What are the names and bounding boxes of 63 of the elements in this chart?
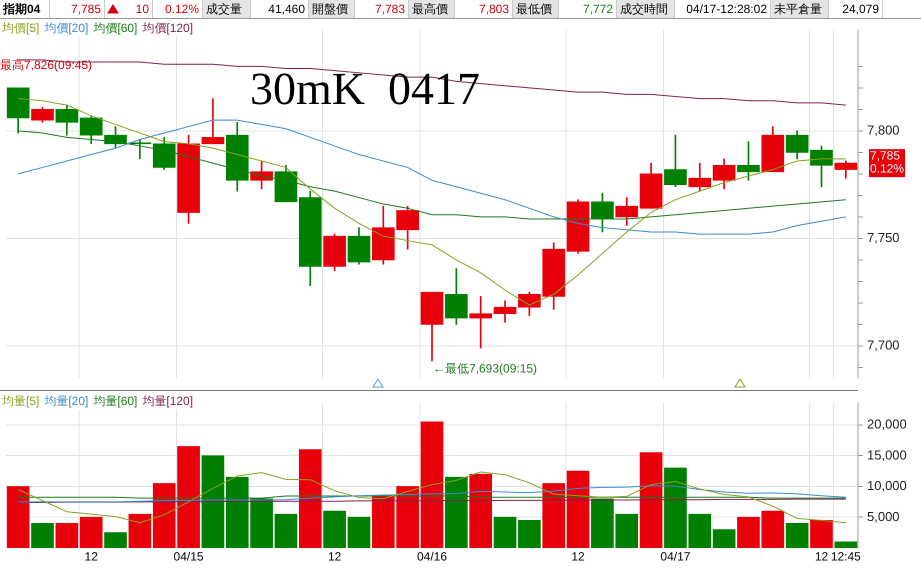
annotation: 最高7,826(09:45) [0, 58, 92, 72]
text: 04/17-12:28:02 [675, 0, 771, 18]
text: 7,772 [559, 0, 617, 18]
text: 最高價 [409, 0, 455, 18]
bar [56, 523, 78, 548]
x-tick-label: 12 [84, 550, 98, 564]
text: 均價[20] [44, 21, 88, 35]
y-tick-label: 7,800 [867, 122, 900, 138]
text: 成交時間 [617, 0, 675, 18]
x-tick-label: 12:45 [830, 550, 862, 564]
text: 7,785 0.12% [870, 148, 904, 176]
text: 最低價 [513, 0, 559, 18]
text: 7,785 [50, 0, 105, 18]
x-tick-label: 12 [571, 550, 586, 564]
text: 未平倉量 [771, 0, 829, 18]
x-tick-label: 12 [328, 550, 342, 564]
x-tick-label: 04/16 [416, 550, 448, 564]
y-tick-label: 15,000 [867, 447, 907, 462]
text: 0.12% [153, 0, 203, 18]
text: 均價[120] [142, 21, 194, 35]
candlestick [737, 141, 760, 181]
bar [640, 452, 662, 548]
text: 7,803 [455, 0, 513, 18]
bar [31, 523, 54, 548]
text: 24,079 [829, 0, 883, 18]
bar [469, 474, 492, 548]
bar [834, 542, 858, 548]
bar [6, 486, 30, 548]
text: 均價[5] [2, 21, 40, 35]
y-tick-label: 7,750 [867, 230, 900, 245]
text: 30mK 0417 [250, 62, 480, 115]
text: 成交量 [203, 0, 251, 18]
text: 10 [121, 0, 153, 18]
text: 開盤價 [309, 0, 355, 18]
bar [615, 514, 638, 548]
y-tick-label: 20,000 [867, 416, 907, 432]
bar [712, 529, 736, 548]
bar [104, 532, 127, 548]
annotation: ←最低7,693(09:15) [433, 361, 538, 376]
y-tick-label: 5,000 [867, 508, 900, 524]
bar [80, 516, 103, 548]
y-tick-label: 10,000 [867, 478, 907, 494]
x-tick-label: 04/15 [174, 550, 204, 564]
bar [445, 476, 468, 548]
bar [372, 495, 395, 548]
bar [128, 514, 152, 548]
text: 7,783 [355, 0, 409, 18]
text: 指期04 [0, 0, 50, 18]
text: 41,460 [251, 0, 309, 18]
y-tick-label: 7,700 [867, 338, 900, 353]
bar [786, 523, 808, 548]
x-tick-label: 12 [814, 550, 828, 564]
bar [202, 455, 224, 548]
text: 均量[20] [44, 394, 88, 408]
bar [226, 476, 249, 548]
text: 均量[120] [142, 394, 194, 408]
bar [810, 520, 833, 548]
x-tick-label: 04/17 [660, 550, 691, 564]
text: 均量[60] [93, 394, 138, 408]
bar [298, 449, 322, 548]
text: 均量[5] [2, 394, 40, 408]
bar [591, 498, 614, 548]
text: 均價[60] [93, 21, 138, 35]
